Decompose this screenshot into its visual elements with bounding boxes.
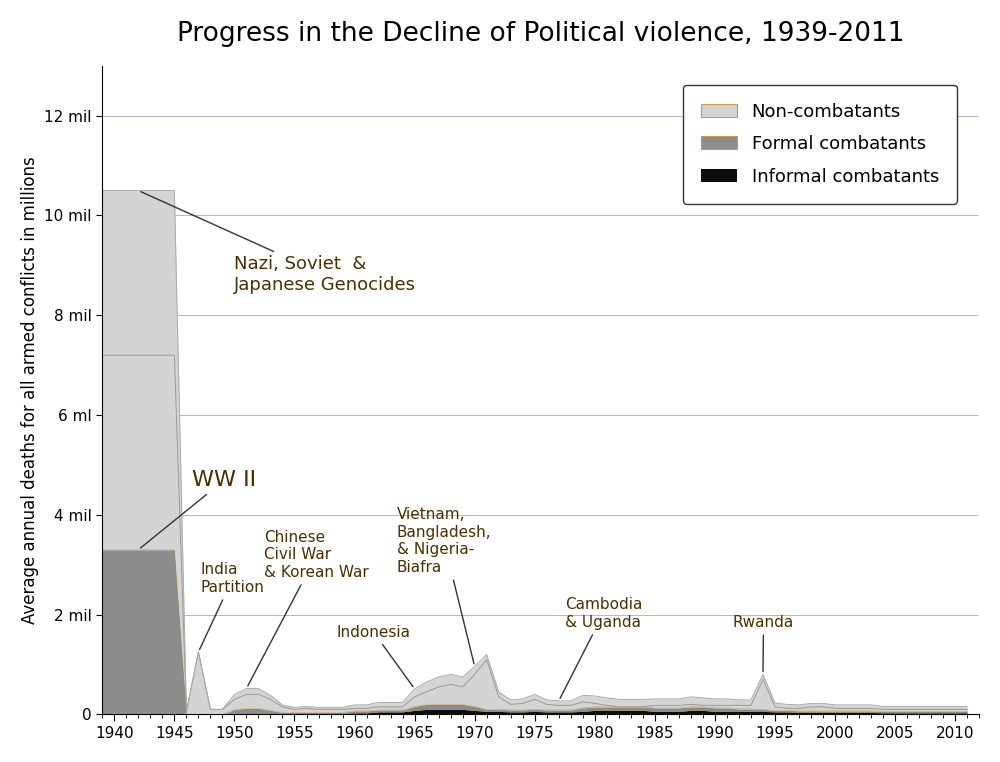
Text: Indonesia: Indonesia — [337, 625, 413, 687]
Text: Rwanda: Rwanda — [733, 615, 794, 671]
Text: Vietnam,
Bangladesh,
& Nigeria-
Biafra: Vietnam, Bangladesh, & Nigeria- Biafra — [397, 507, 491, 664]
Text: WW II: WW II — [140, 470, 257, 548]
Text: Chinese
Civil War
& Korean War: Chinese Civil War & Korean War — [248, 530, 369, 686]
Text: Cambodia
& Uganda: Cambodia & Uganda — [560, 597, 642, 699]
Y-axis label: Average annual deaths for all armed conflicts in millions: Average annual deaths for all armed conf… — [21, 156, 39, 624]
Title: Progress in the Decline of Political violence, 1939-2011: Progress in the Decline of Political vio… — [177, 21, 904, 46]
Text: India
Partition: India Partition — [200, 562, 265, 649]
Text: Nazi, Soviet  &
Japanese Genocides: Nazi, Soviet & Japanese Genocides — [141, 192, 416, 294]
Legend: Non-combatants, Formal combatants, Informal combatants: Non-combatants, Formal combatants, Infor… — [683, 85, 957, 203]
